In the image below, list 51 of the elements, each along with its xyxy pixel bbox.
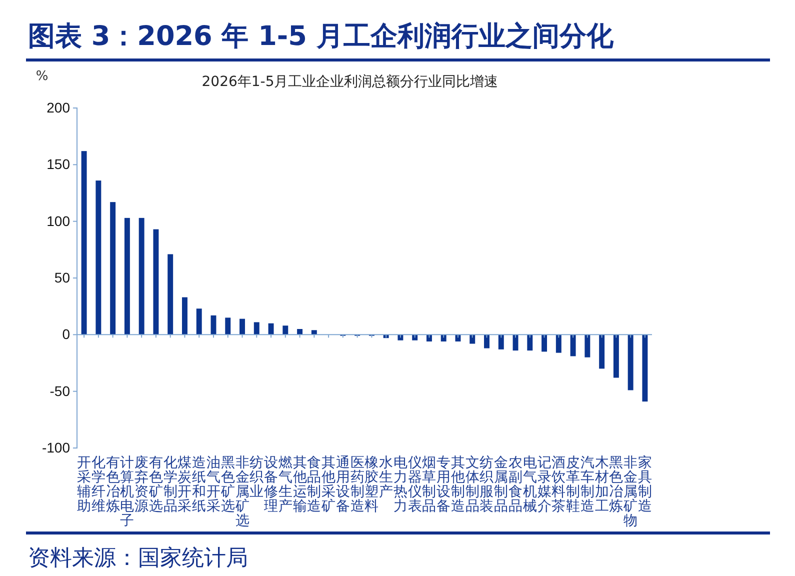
y-tick-label: 50 <box>54 269 70 286</box>
y-tick-label: -50 <box>50 382 70 399</box>
x-tick-label: 电力热力 <box>393 455 408 514</box>
x-tick-label: 开采辅助 <box>77 455 92 514</box>
x-tick-label: 废弃资源 <box>134 455 149 514</box>
x-tick-label: 通用设备 <box>336 455 350 514</box>
y-tick-label: 200 <box>46 99 70 116</box>
y-tick-label: -100 <box>42 439 70 456</box>
x-tick-label: 纺织服装 <box>480 455 494 514</box>
x-tick-label: 其他制造 <box>450 455 465 514</box>
x-tick-label: 有色冶炼 <box>106 455 120 514</box>
x-tick-label: 纺织业 <box>250 455 264 500</box>
x-tick-label: 专用设备 <box>436 455 451 514</box>
y-tick-label: 100 <box>46 212 70 229</box>
x-tick-label: 设备修理 <box>264 455 278 514</box>
x-tick-label: 汽车制造 <box>580 455 594 514</box>
x-tick-label: 燃气生产 <box>278 455 292 514</box>
x-tick-label: 化学纤维 <box>91 455 106 514</box>
x-tick-label: 黑色冶炼 <box>609 455 624 514</box>
x-tick-label: 化学制品 <box>163 455 178 514</box>
x-tick-label: 橡胶塑料 <box>364 455 379 514</box>
x-tick-label: 烟草制品 <box>422 455 436 514</box>
x-tick-label: 非金属矿选 <box>234 455 250 529</box>
x-tick-label: 皮革制鞋 <box>566 455 580 514</box>
y-tick-label: 0 <box>62 326 70 342</box>
y-tick-label: 150 <box>46 156 70 172</box>
y-axis-title: % <box>36 69 48 84</box>
x-tick-label: 酒饮料茶 <box>550 455 566 514</box>
x-tick-label: 食品制造 <box>307 455 322 514</box>
x-tick-label: 水生产 <box>379 455 394 500</box>
x-tick-label: 家具制造 <box>638 455 652 514</box>
x-tick-label: 有色矿选 <box>148 455 163 514</box>
x-tick-label: 其他采矿 <box>320 455 336 514</box>
x-tick-label: 煤炭开采 <box>178 455 192 514</box>
x-tick-label: 仪器仪表 <box>408 455 422 514</box>
x-tick-label: 非金属矿物 <box>622 455 638 529</box>
x-tick-label: 黑色矿选 <box>220 455 235 514</box>
x-tick-label: 计算机电子 <box>120 455 134 529</box>
x-tick-label: 油气开采 <box>206 455 220 514</box>
x-tick-label: 其他运输 <box>292 455 307 514</box>
chart-title: 2026年1-5月工业企业利润总额分行业同比增速 <box>202 74 498 90</box>
text: 图表 3：2026 年 1-5 月工企利润行业之间分化 <box>28 21 614 52</box>
x-tick-label: 木材加工 <box>594 455 609 514</box>
x-tick-label: 电气机械 <box>522 455 537 514</box>
x-tick-label: 记录媒介 <box>537 455 552 514</box>
x-tick-label: 文体制品 <box>465 455 480 514</box>
x-tick-label: 造纸和纸 <box>192 455 206 514</box>
text: 资料来源：国家统计局 <box>28 546 248 571</box>
x-tick-label: 农副食品 <box>508 455 523 514</box>
x-tick-label: 金属制品 <box>494 455 508 514</box>
x-tick-label: 医药制造 <box>350 455 364 514</box>
